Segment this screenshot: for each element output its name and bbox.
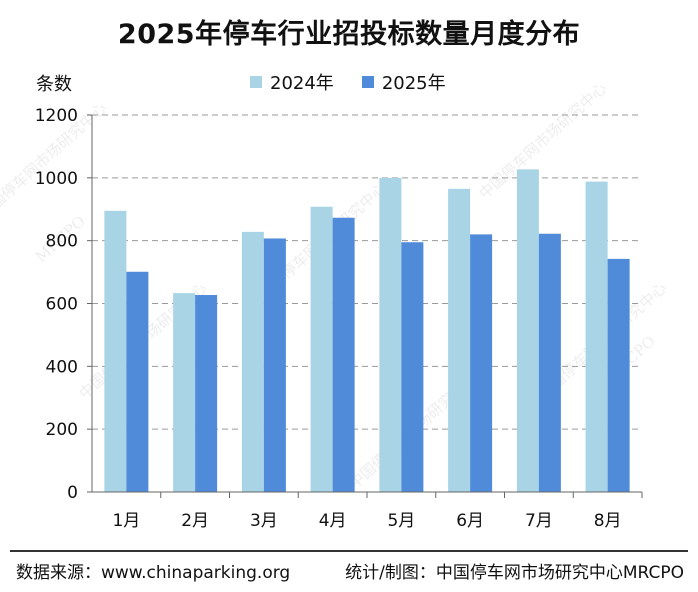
bar-2024年 (379, 177, 402, 493)
x-tick-label: 8月 (594, 511, 622, 531)
footer-divider (10, 550, 688, 552)
bar-2024年 (173, 293, 196, 492)
legend-item-2025: 2025年 (361, 69, 446, 95)
bar-2025年 (470, 234, 493, 492)
bars (104, 169, 630, 493)
legend-item-2024: 2024年 (250, 69, 334, 95)
tick-labels: 0 200 400 600 800 1000 1200 1月 2月 3月 4月 5月 6月 7月 8月 (35, 106, 622, 531)
footer-source: 数据来源：www.chinaparking.org (16, 563, 291, 583)
legend-swatch-2025 (361, 76, 374, 88)
bar-2025年 (263, 238, 286, 492)
y-axis-label: 条数 (36, 74, 72, 95)
chart-title: 2025年停车行业招投标数量月度分布 (117, 19, 581, 50)
y-tick-label: 400 (46, 357, 78, 377)
bar-2025年 (126, 271, 149, 492)
x-tick-label: 4月 (319, 511, 347, 531)
x-tick-label: 3月 (250, 511, 278, 531)
y-tick-label: 1000 (35, 169, 78, 189)
bar-2025年 (195, 295, 218, 492)
x-tick-label: 5月 (387, 511, 415, 531)
x-tick-label: 1月 (112, 511, 140, 531)
bar-2024年 (241, 231, 264, 492)
bar-2025年 (401, 242, 424, 492)
x-tick-label: 2月 (181, 511, 209, 531)
legend-label-2025: 2025年 (381, 73, 446, 94)
legend-swatch-2024 (250, 76, 262, 88)
y-tick-label: 600 (46, 295, 78, 315)
y-tick-label: 200 (46, 420, 78, 440)
bar-2025年 (607, 258, 630, 492)
bar-2024年 (448, 188, 471, 492)
axes (87, 114, 643, 498)
bar-2025年 (538, 233, 561, 492)
y-tick-label: 1200 (35, 106, 78, 126)
footer-credit: 统计/制图：中国停车网市场研究中心MRCPO (345, 563, 684, 583)
legend-label-2024: 2024年 (270, 73, 334, 94)
bar-2024年 (516, 169, 539, 492)
y-tick-label: 0 (67, 483, 78, 503)
y-tick-label: 800 (46, 232, 78, 252)
x-tick-label: 6月 (456, 511, 484, 531)
bar-2024年 (310, 206, 333, 492)
legend: 2024年 2025年 (250, 70, 446, 94)
x-tick-label: 7月 (525, 511, 553, 531)
bar-2024年 (104, 210, 127, 492)
bar-2025年 (332, 217, 355, 493)
bar-2024年 (585, 181, 608, 492)
